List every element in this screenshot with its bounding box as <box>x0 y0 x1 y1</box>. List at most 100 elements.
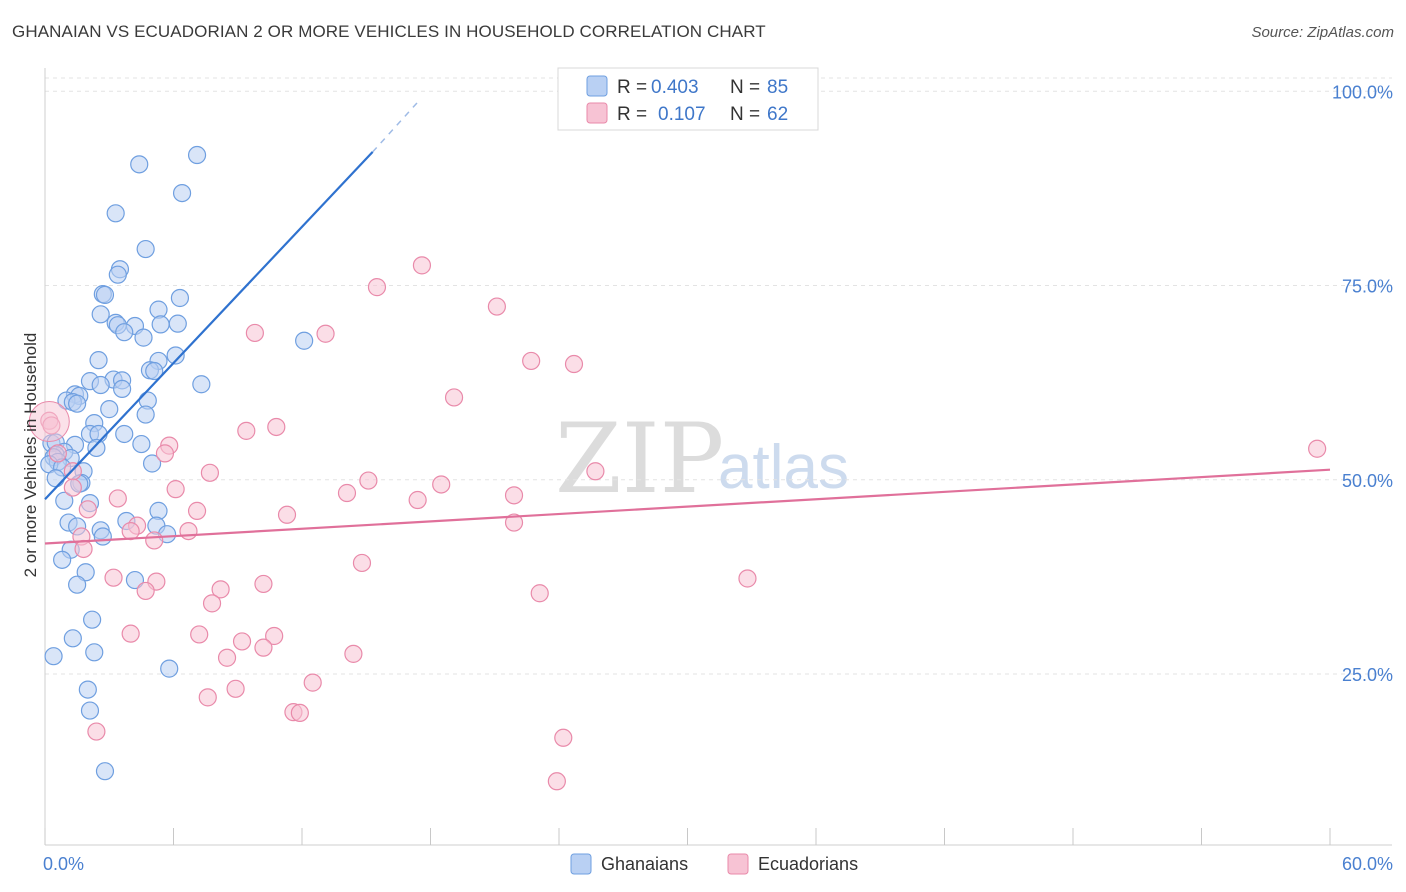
ghanaian-point <box>172 183 192 203</box>
ghanaian-point <box>136 405 155 424</box>
ecuadorian-point <box>78 500 97 519</box>
ghanaian-point <box>151 315 170 334</box>
ecuadorian-point <box>408 490 427 510</box>
y-axis-label: 2 or more Vehicles in Household <box>21 333 40 578</box>
ecuadorian-point <box>217 648 237 667</box>
ghanaian-point <box>78 680 97 699</box>
ecuadorian-point <box>232 632 252 651</box>
x-tick-label: 60.0% <box>1342 854 1393 874</box>
ecuadorian-point <box>166 480 185 499</box>
ghanaian-point <box>68 394 87 413</box>
ghanaian-point <box>112 379 132 399</box>
ecuadorian-point <box>254 574 273 594</box>
ghanaian-point <box>170 288 190 308</box>
ecuadorian-point <box>277 505 297 524</box>
bottom-legend-label-ecuadorians: Ecuadorians <box>758 854 858 874</box>
ecuadorian-point <box>367 278 387 297</box>
ecuadorian-point <box>290 703 309 723</box>
ghanaian-point <box>115 323 134 342</box>
ecuadorian-point <box>337 483 357 503</box>
legend-r-value-1: 0.403 <box>651 77 699 98</box>
ecuadorian-point <box>104 568 123 587</box>
watermark-atlas: atlas <box>718 433 849 502</box>
ecuadorian-point <box>121 624 140 643</box>
ecuadorian-point-large <box>28 401 70 443</box>
ecuadorian-point <box>121 521 140 541</box>
ghanaian-point <box>100 400 119 419</box>
bottom-legend-label-ghanaians: Ghanaians <box>601 854 688 874</box>
ghanaian-point <box>85 643 104 662</box>
ghanaian-point <box>132 434 151 454</box>
ecuadorians-points <box>28 256 1327 791</box>
ghanaian-point <box>142 454 162 473</box>
ghanaian-point <box>145 361 164 381</box>
ghanaian-point <box>44 647 63 666</box>
legend-r-value-2: 0.107 <box>658 104 706 125</box>
ecuadorian-point <box>344 644 363 663</box>
ghanaian-point <box>91 375 110 395</box>
chart-title: GHANAIAN VS ECUADORIAN 2 OR MORE VEHICLE… <box>12 22 766 41</box>
ecuadorian-point <box>108 489 127 508</box>
legend-r-label-2: R = <box>617 104 647 125</box>
ghanaian-point <box>115 424 134 444</box>
legend-r-label-1: R = <box>617 77 647 98</box>
ecuadorian-point <box>316 324 335 343</box>
ghanaian-point <box>93 527 112 546</box>
correlation-legend: R = 0.403 N = 85 R = 0.107 N = 62 <box>557 67 819 131</box>
ecuadorian-point <box>145 531 164 550</box>
ghanaian-point <box>89 351 108 370</box>
series-legend: Ghanaians Ecuadorians <box>570 853 858 875</box>
ghanaian-point <box>295 331 314 350</box>
ecuadorian-point <box>198 688 217 707</box>
ecuadorian-point <box>504 486 524 505</box>
legend-n-label-1: N = <box>730 77 760 98</box>
ghanaians-points <box>40 145 314 781</box>
ghanaian-point <box>91 305 110 324</box>
ecuadorian-point <box>504 513 524 532</box>
ecuadorian-point <box>87 722 106 741</box>
y-tick-label: 75.0% <box>1342 277 1393 297</box>
ghanaian-point <box>130 155 149 174</box>
bottom-legend-swatch-ecuadorians <box>727 853 749 875</box>
y-tick-label: 100.0% <box>1332 82 1393 102</box>
ghanaian-point <box>125 570 145 590</box>
ecuadorian-point <box>586 462 605 481</box>
ecuadorian-point <box>738 569 757 588</box>
ecuadorian-point <box>444 388 464 407</box>
ghanaian-point <box>95 762 115 781</box>
legend-n-label-2: N = <box>730 104 760 125</box>
source-label: Source: ZipAtlas.com <box>1251 24 1394 41</box>
ecuadorian-point <box>202 594 222 613</box>
ghanaian-point <box>95 285 115 304</box>
ghanaian-point <box>46 469 65 488</box>
ghanaian-point <box>160 659 179 678</box>
ecuadorian-point <box>547 772 566 791</box>
ghanaian-point <box>187 145 207 165</box>
y-tick-label: 25.0% <box>1342 665 1393 685</box>
ecuadorian-point <box>74 539 93 559</box>
ecuadorian-point <box>200 463 220 482</box>
ecuadorian-point <box>211 580 230 599</box>
ghanaians-trend-line <box>44 151 374 500</box>
ghanaian-point <box>168 314 187 333</box>
ecuadorian-point <box>1308 439 1327 458</box>
ghanaian-point <box>83 610 102 629</box>
ghanaians-trend-extension <box>372 99 421 153</box>
ghanaian-point <box>108 265 127 284</box>
ghanaian-point <box>76 563 95 582</box>
legend-n-value-2: 62 <box>767 104 788 125</box>
legend-swatch-pink <box>586 102 608 124</box>
ecuadorian-point <box>48 444 67 463</box>
y-tick-labels: 25.0% 50.0% 75.0% 100.0% <box>1332 82 1393 685</box>
ecuadorian-point <box>352 553 372 573</box>
ghanaian-point <box>55 491 74 510</box>
ecuadorian-point <box>187 501 207 520</box>
ecuadorian-point <box>136 581 155 601</box>
ecuadorian-point <box>359 471 378 490</box>
ecuadorian-point <box>267 417 286 437</box>
ghanaian-point <box>53 550 72 569</box>
ecuadorian-point <box>530 584 549 603</box>
x-tick-label: 0.0% <box>43 854 84 874</box>
ecuadorian-point <box>303 673 322 692</box>
